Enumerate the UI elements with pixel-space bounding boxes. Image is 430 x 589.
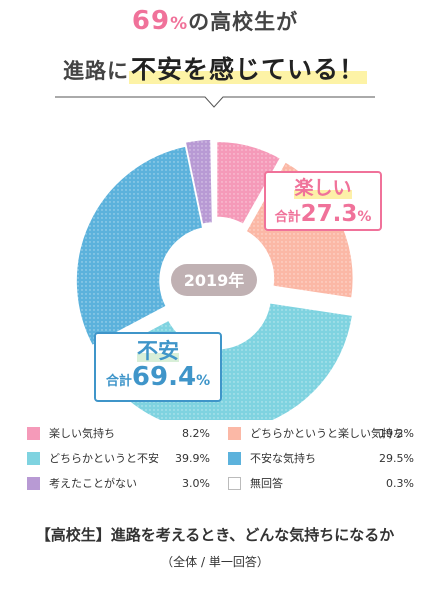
legend-name: 楽しい気持ち bbox=[49, 427, 115, 440]
callout-happy: 楽しい 合計27.3% bbox=[264, 171, 382, 231]
legend-swatch bbox=[228, 452, 241, 465]
chart-caption-sub: （全体 / 単一回答） bbox=[161, 555, 269, 569]
legend-item: どちらかというと楽しい気持ち 19.2% bbox=[228, 424, 414, 444]
donut-slice-texture bbox=[216, 141, 281, 225]
callout-happy-label: 楽しい bbox=[294, 177, 352, 199]
legend-value: 39.9% bbox=[175, 452, 210, 465]
legend-swatch bbox=[228, 427, 241, 440]
headline-percent-sign: % bbox=[170, 14, 189, 34]
legend-item: 考えたことがない 3.0% bbox=[27, 474, 210, 494]
headline-line-2: 進路に不安を感じている！ bbox=[0, 50, 430, 86]
donut-slice-texture bbox=[185, 139, 213, 225]
center-badge: 2019年 bbox=[171, 264, 257, 296]
legend-swatch bbox=[27, 452, 40, 465]
legend-item: 不安な気持ち 29.5% bbox=[228, 449, 414, 469]
headline-divider bbox=[55, 96, 375, 108]
headline-line-2-prefix: 進路に bbox=[62, 59, 129, 83]
chart-caption: 【高校生】進路を考えるとき、どんな気持ちになるか bbox=[35, 526, 395, 544]
callout-anxious-prefix: 合計 bbox=[105, 374, 132, 389]
legend-name: どちらかというと楽しい気持ち bbox=[250, 427, 404, 440]
donut-slice bbox=[210, 142, 215, 228]
center-label: 2019年 bbox=[184, 271, 245, 290]
legend-row: 楽しい気持ち 8.2% どちらかというと楽しい気持ち 19.2% bbox=[27, 424, 414, 444]
headline-highlight: 不安を感じている！ bbox=[128, 55, 367, 84]
legend-swatch bbox=[228, 477, 241, 490]
legend: 楽しい気持ち 8.2% どちらかというと楽しい気持ち 19.2% どちらかという… bbox=[27, 424, 414, 499]
callout-happy-unit: % bbox=[357, 209, 372, 225]
legend-name: どちらかというと不安 bbox=[49, 452, 159, 465]
legend-row: どちらかというと不安 39.9% 不安な気持ち 29.5% bbox=[27, 449, 414, 469]
headline-line-1-text: の高校生が bbox=[188, 10, 299, 34]
legend-name: 不安な気持ち bbox=[250, 452, 316, 465]
legend-swatch bbox=[27, 477, 40, 490]
legend-item: どちらかというと不安 39.9% bbox=[27, 449, 210, 469]
legend-item: 無回答 0.3% bbox=[228, 474, 414, 494]
callout-happy-total: 27.3 bbox=[300, 201, 358, 227]
legend-name: 無回答 bbox=[250, 477, 283, 490]
legend-swatch bbox=[27, 427, 40, 440]
legend-name: 考えたことがない bbox=[49, 477, 137, 490]
center-badge-bg bbox=[171, 264, 257, 296]
callout-anxious-total: 69.4 bbox=[131, 362, 197, 392]
donut-slice-texture bbox=[76, 146, 203, 346]
legend-value: 19.2% bbox=[379, 427, 414, 440]
legend-value: 29.5% bbox=[379, 452, 414, 465]
callout-happy-prefix: 合計 bbox=[274, 210, 301, 225]
headline-line-1: 69%の高校生が bbox=[0, 6, 430, 36]
legend-value: 3.0% bbox=[182, 477, 210, 490]
callout-anxious-label: 不安 bbox=[137, 339, 179, 363]
headline-percent: 69 bbox=[131, 6, 171, 36]
legend-value: 0.3% bbox=[386, 477, 414, 490]
legend-value: 8.2% bbox=[182, 427, 210, 440]
callout-anxious-unit: % bbox=[196, 373, 211, 389]
legend-item: 楽しい気持ち 8.2% bbox=[27, 424, 210, 444]
legend-row: 考えたことがない 3.0% 無回答 0.3% bbox=[27, 474, 414, 494]
callout-anxious: 不安 合計69.4% bbox=[94, 332, 222, 402]
